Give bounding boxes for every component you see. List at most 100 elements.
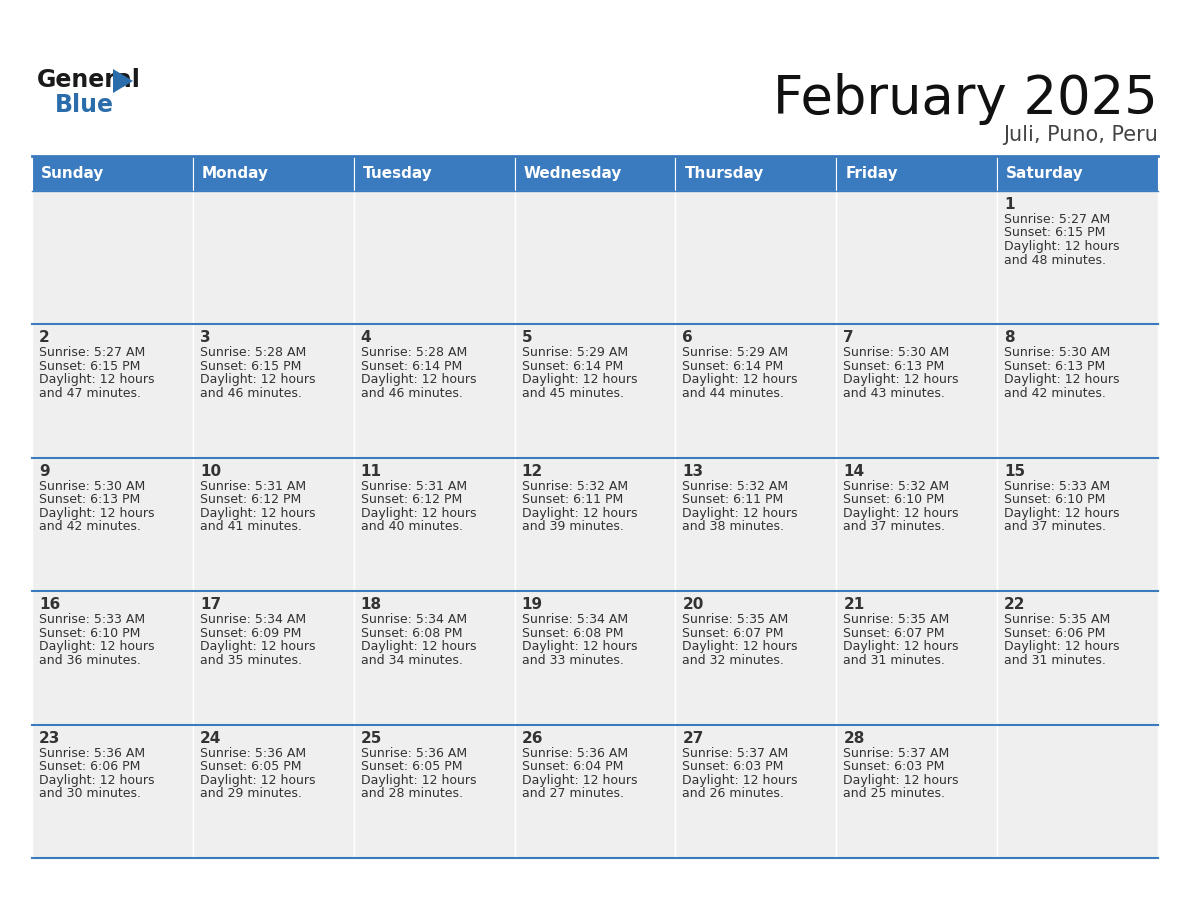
- Text: Sunset: 6:12 PM: Sunset: 6:12 PM: [200, 493, 301, 507]
- Text: Sunset: 6:03 PM: Sunset: 6:03 PM: [843, 760, 944, 773]
- Text: and 46 minutes.: and 46 minutes.: [361, 386, 462, 400]
- Text: Sunrise: 5:34 AM: Sunrise: 5:34 AM: [361, 613, 467, 626]
- Text: 10: 10: [200, 464, 221, 479]
- Text: and 34 minutes.: and 34 minutes.: [361, 654, 462, 666]
- Text: Juli, Puno, Peru: Juli, Puno, Peru: [1003, 125, 1158, 145]
- Text: and 48 minutes.: and 48 minutes.: [1004, 253, 1106, 266]
- Bar: [354, 724, 514, 858]
- Text: 26: 26: [522, 731, 543, 745]
- Text: and 31 minutes.: and 31 minutes.: [1004, 654, 1106, 666]
- Text: Daylight: 12 hours: Daylight: 12 hours: [1004, 507, 1119, 520]
- Text: Sunrise: 5:29 AM: Sunrise: 5:29 AM: [522, 346, 627, 360]
- Text: 6: 6: [682, 330, 693, 345]
- Text: Sunrise: 5:31 AM: Sunrise: 5:31 AM: [361, 480, 467, 493]
- Text: 25: 25: [361, 731, 383, 745]
- Text: and 43 minutes.: and 43 minutes.: [843, 386, 946, 400]
- Text: Sunset: 6:14 PM: Sunset: 6:14 PM: [682, 360, 784, 373]
- Text: Sunset: 6:08 PM: Sunset: 6:08 PM: [361, 627, 462, 640]
- Bar: [836, 458, 997, 591]
- Text: and 42 minutes.: and 42 minutes.: [39, 521, 141, 533]
- Text: Saturday: Saturday: [1006, 166, 1083, 181]
- Bar: [192, 458, 354, 591]
- Bar: [192, 724, 354, 858]
- Text: Sunset: 6:13 PM: Sunset: 6:13 PM: [39, 493, 140, 507]
- Text: Sunrise: 5:37 AM: Sunrise: 5:37 AM: [843, 746, 949, 759]
- Bar: [354, 458, 514, 591]
- Text: Sunset: 6:06 PM: Sunset: 6:06 PM: [1004, 627, 1106, 640]
- Text: Sunset: 6:07 PM: Sunset: 6:07 PM: [843, 627, 944, 640]
- Text: and 37 minutes.: and 37 minutes.: [843, 521, 946, 533]
- Bar: [514, 324, 676, 458]
- Text: Sunrise: 5:36 AM: Sunrise: 5:36 AM: [361, 746, 467, 759]
- Text: Sunrise: 5:36 AM: Sunrise: 5:36 AM: [39, 746, 145, 759]
- Text: Daylight: 12 hours: Daylight: 12 hours: [200, 640, 315, 654]
- Text: Monday: Monday: [202, 166, 268, 181]
- Text: Daylight: 12 hours: Daylight: 12 hours: [39, 507, 154, 520]
- Text: Sunrise: 5:30 AM: Sunrise: 5:30 AM: [1004, 346, 1111, 360]
- Text: Sunrise: 5:34 AM: Sunrise: 5:34 AM: [522, 613, 627, 626]
- Text: Friday: Friday: [846, 166, 898, 181]
- Text: Sunset: 6:14 PM: Sunset: 6:14 PM: [361, 360, 462, 373]
- Text: 23: 23: [39, 731, 61, 745]
- Text: Sunrise: 5:27 AM: Sunrise: 5:27 AM: [39, 346, 145, 360]
- Text: 17: 17: [200, 598, 221, 612]
- Text: and 37 minutes.: and 37 minutes.: [1004, 521, 1106, 533]
- Bar: [836, 591, 997, 724]
- Text: Daylight: 12 hours: Daylight: 12 hours: [682, 640, 798, 654]
- Text: 24: 24: [200, 731, 221, 745]
- Bar: [997, 591, 1158, 724]
- Text: Sunset: 6:05 PM: Sunset: 6:05 PM: [200, 760, 302, 773]
- Text: Daylight: 12 hours: Daylight: 12 hours: [682, 507, 798, 520]
- Text: Sunrise: 5:28 AM: Sunrise: 5:28 AM: [361, 346, 467, 360]
- Text: 27: 27: [682, 731, 703, 745]
- Text: and 45 minutes.: and 45 minutes.: [522, 386, 624, 400]
- Text: 7: 7: [843, 330, 854, 345]
- Bar: [354, 591, 514, 724]
- Text: Sunset: 6:13 PM: Sunset: 6:13 PM: [1004, 360, 1105, 373]
- Bar: [514, 724, 676, 858]
- Text: and 26 minutes.: and 26 minutes.: [682, 787, 784, 800]
- Text: Sunrise: 5:33 AM: Sunrise: 5:33 AM: [1004, 480, 1111, 493]
- Text: Sunset: 6:10 PM: Sunset: 6:10 PM: [39, 627, 140, 640]
- Text: and 25 minutes.: and 25 minutes.: [843, 787, 946, 800]
- Bar: [997, 191, 1158, 324]
- Bar: [997, 724, 1158, 858]
- Bar: [192, 591, 354, 724]
- Text: Sunset: 6:08 PM: Sunset: 6:08 PM: [522, 627, 623, 640]
- Text: 3: 3: [200, 330, 210, 345]
- Text: and 36 minutes.: and 36 minutes.: [39, 654, 141, 666]
- Bar: [354, 324, 514, 458]
- Text: 19: 19: [522, 598, 543, 612]
- Text: and 40 minutes.: and 40 minutes.: [361, 521, 462, 533]
- Text: Sunrise: 5:29 AM: Sunrise: 5:29 AM: [682, 346, 789, 360]
- Bar: [354, 191, 514, 324]
- Bar: [192, 324, 354, 458]
- Text: 2: 2: [39, 330, 50, 345]
- Bar: [676, 591, 836, 724]
- Text: Sunrise: 5:31 AM: Sunrise: 5:31 AM: [200, 480, 307, 493]
- Text: 4: 4: [361, 330, 372, 345]
- Text: General: General: [37, 68, 141, 92]
- Text: and 28 minutes.: and 28 minutes.: [361, 787, 462, 800]
- Polygon shape: [113, 69, 133, 93]
- Text: Daylight: 12 hours: Daylight: 12 hours: [1004, 640, 1119, 654]
- Bar: [997, 324, 1158, 458]
- Text: Sunrise: 5:33 AM: Sunrise: 5:33 AM: [39, 613, 145, 626]
- Text: Daylight: 12 hours: Daylight: 12 hours: [39, 374, 154, 386]
- Text: Sunrise: 5:32 AM: Sunrise: 5:32 AM: [843, 480, 949, 493]
- Bar: [514, 591, 676, 724]
- Bar: [32, 724, 192, 858]
- Bar: [514, 458, 676, 591]
- Text: 8: 8: [1004, 330, 1015, 345]
- Text: and 35 minutes.: and 35 minutes.: [200, 654, 302, 666]
- Text: Daylight: 12 hours: Daylight: 12 hours: [361, 374, 476, 386]
- Text: Sunday: Sunday: [42, 166, 105, 181]
- Text: Blue: Blue: [55, 93, 114, 117]
- Text: Sunset: 6:09 PM: Sunset: 6:09 PM: [200, 627, 302, 640]
- Text: Daylight: 12 hours: Daylight: 12 hours: [361, 507, 476, 520]
- Text: Sunrise: 5:35 AM: Sunrise: 5:35 AM: [1004, 613, 1111, 626]
- Text: and 41 minutes.: and 41 minutes.: [200, 521, 302, 533]
- Bar: [32, 191, 192, 324]
- Text: and 31 minutes.: and 31 minutes.: [843, 654, 946, 666]
- Text: Tuesday: Tuesday: [362, 166, 432, 181]
